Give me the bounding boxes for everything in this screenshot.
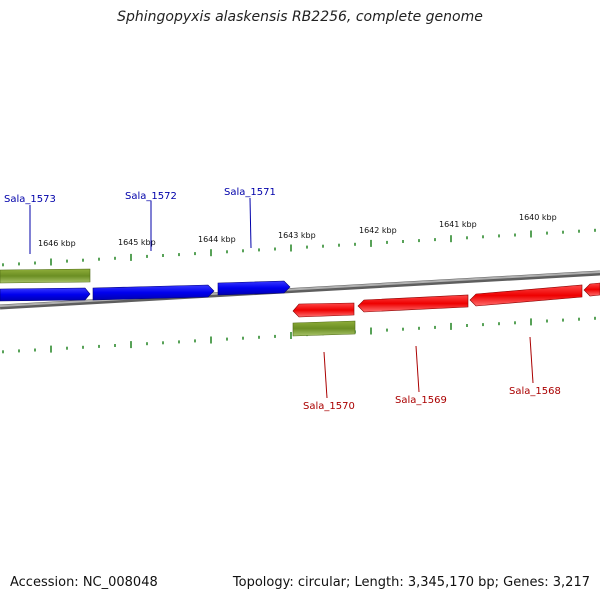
gene-arrow-sala-1572[interactable]: [92, 284, 215, 301]
gene-label-sala-1570[interactable]: Sala_1570: [303, 401, 355, 412]
gene-label-sala-1572[interactable]: Sala_1572: [125, 191, 177, 202]
ruler-label: 1641 kbp: [439, 220, 477, 229]
gene-label-sala-1569[interactable]: Sala_1569: [395, 395, 447, 406]
forward-label-leaders: [29, 197, 252, 254]
reverse-label-leaders: [323, 336, 534, 399]
gene-arrow-sala-1573[interactable]: [0, 287, 91, 302]
accession-text: Accession: NC_008048: [10, 575, 158, 590]
backbone: [0, 270, 600, 310]
ruler-label: 1646 kbp: [38, 239, 76, 248]
forward-gene-labels: Sala_1573 Sala_1572 Sala_1571: [4, 187, 276, 205]
ruler-label: 1643 kbp: [278, 231, 316, 240]
gene-arrow-partial[interactable]: [583, 282, 600, 297]
reverse-ruler-ticks: [2, 316, 596, 354]
ruler-label: 1642 kbp: [359, 226, 397, 235]
gene-arrow-sala-1569[interactable]: [357, 294, 469, 313]
genome-summary-text: Topology: circular; Length: 3,345,170 bp…: [232, 575, 590, 590]
gene-label-sala-1571[interactable]: Sala_1571: [224, 187, 276, 198]
gene-label-sala-1568[interactable]: Sala_1568: [509, 386, 561, 397]
gene-arrow-sala-1568[interactable]: [469, 284, 583, 307]
olive-feature[interactable]: [292, 320, 356, 337]
ruler-label: 1640 kbp: [519, 213, 557, 222]
gene-arrow-sala-1571[interactable]: [217, 280, 291, 296]
map-title: Sphingopyxis alaskensis RB2256, complete…: [117, 9, 483, 25]
reverse-gene-labels: Sala_1570 Sala_1569 Sala_1568: [303, 386, 561, 412]
ruler-label: 1644 kbp: [198, 235, 236, 244]
gene-arrow-sala-1570[interactable]: [292, 302, 355, 318]
olive-feature[interactable]: [0, 268, 91, 284]
ruler-label: 1645 kbp: [118, 238, 156, 247]
gene-label-sala-1573[interactable]: Sala_1573: [4, 194, 56, 205]
forward-ruler-ticks: [2, 228, 596, 267]
ruler-labels: 1646 kbp 1645 kbp 1644 kbp 1643 kbp 1642…: [38, 213, 557, 248]
